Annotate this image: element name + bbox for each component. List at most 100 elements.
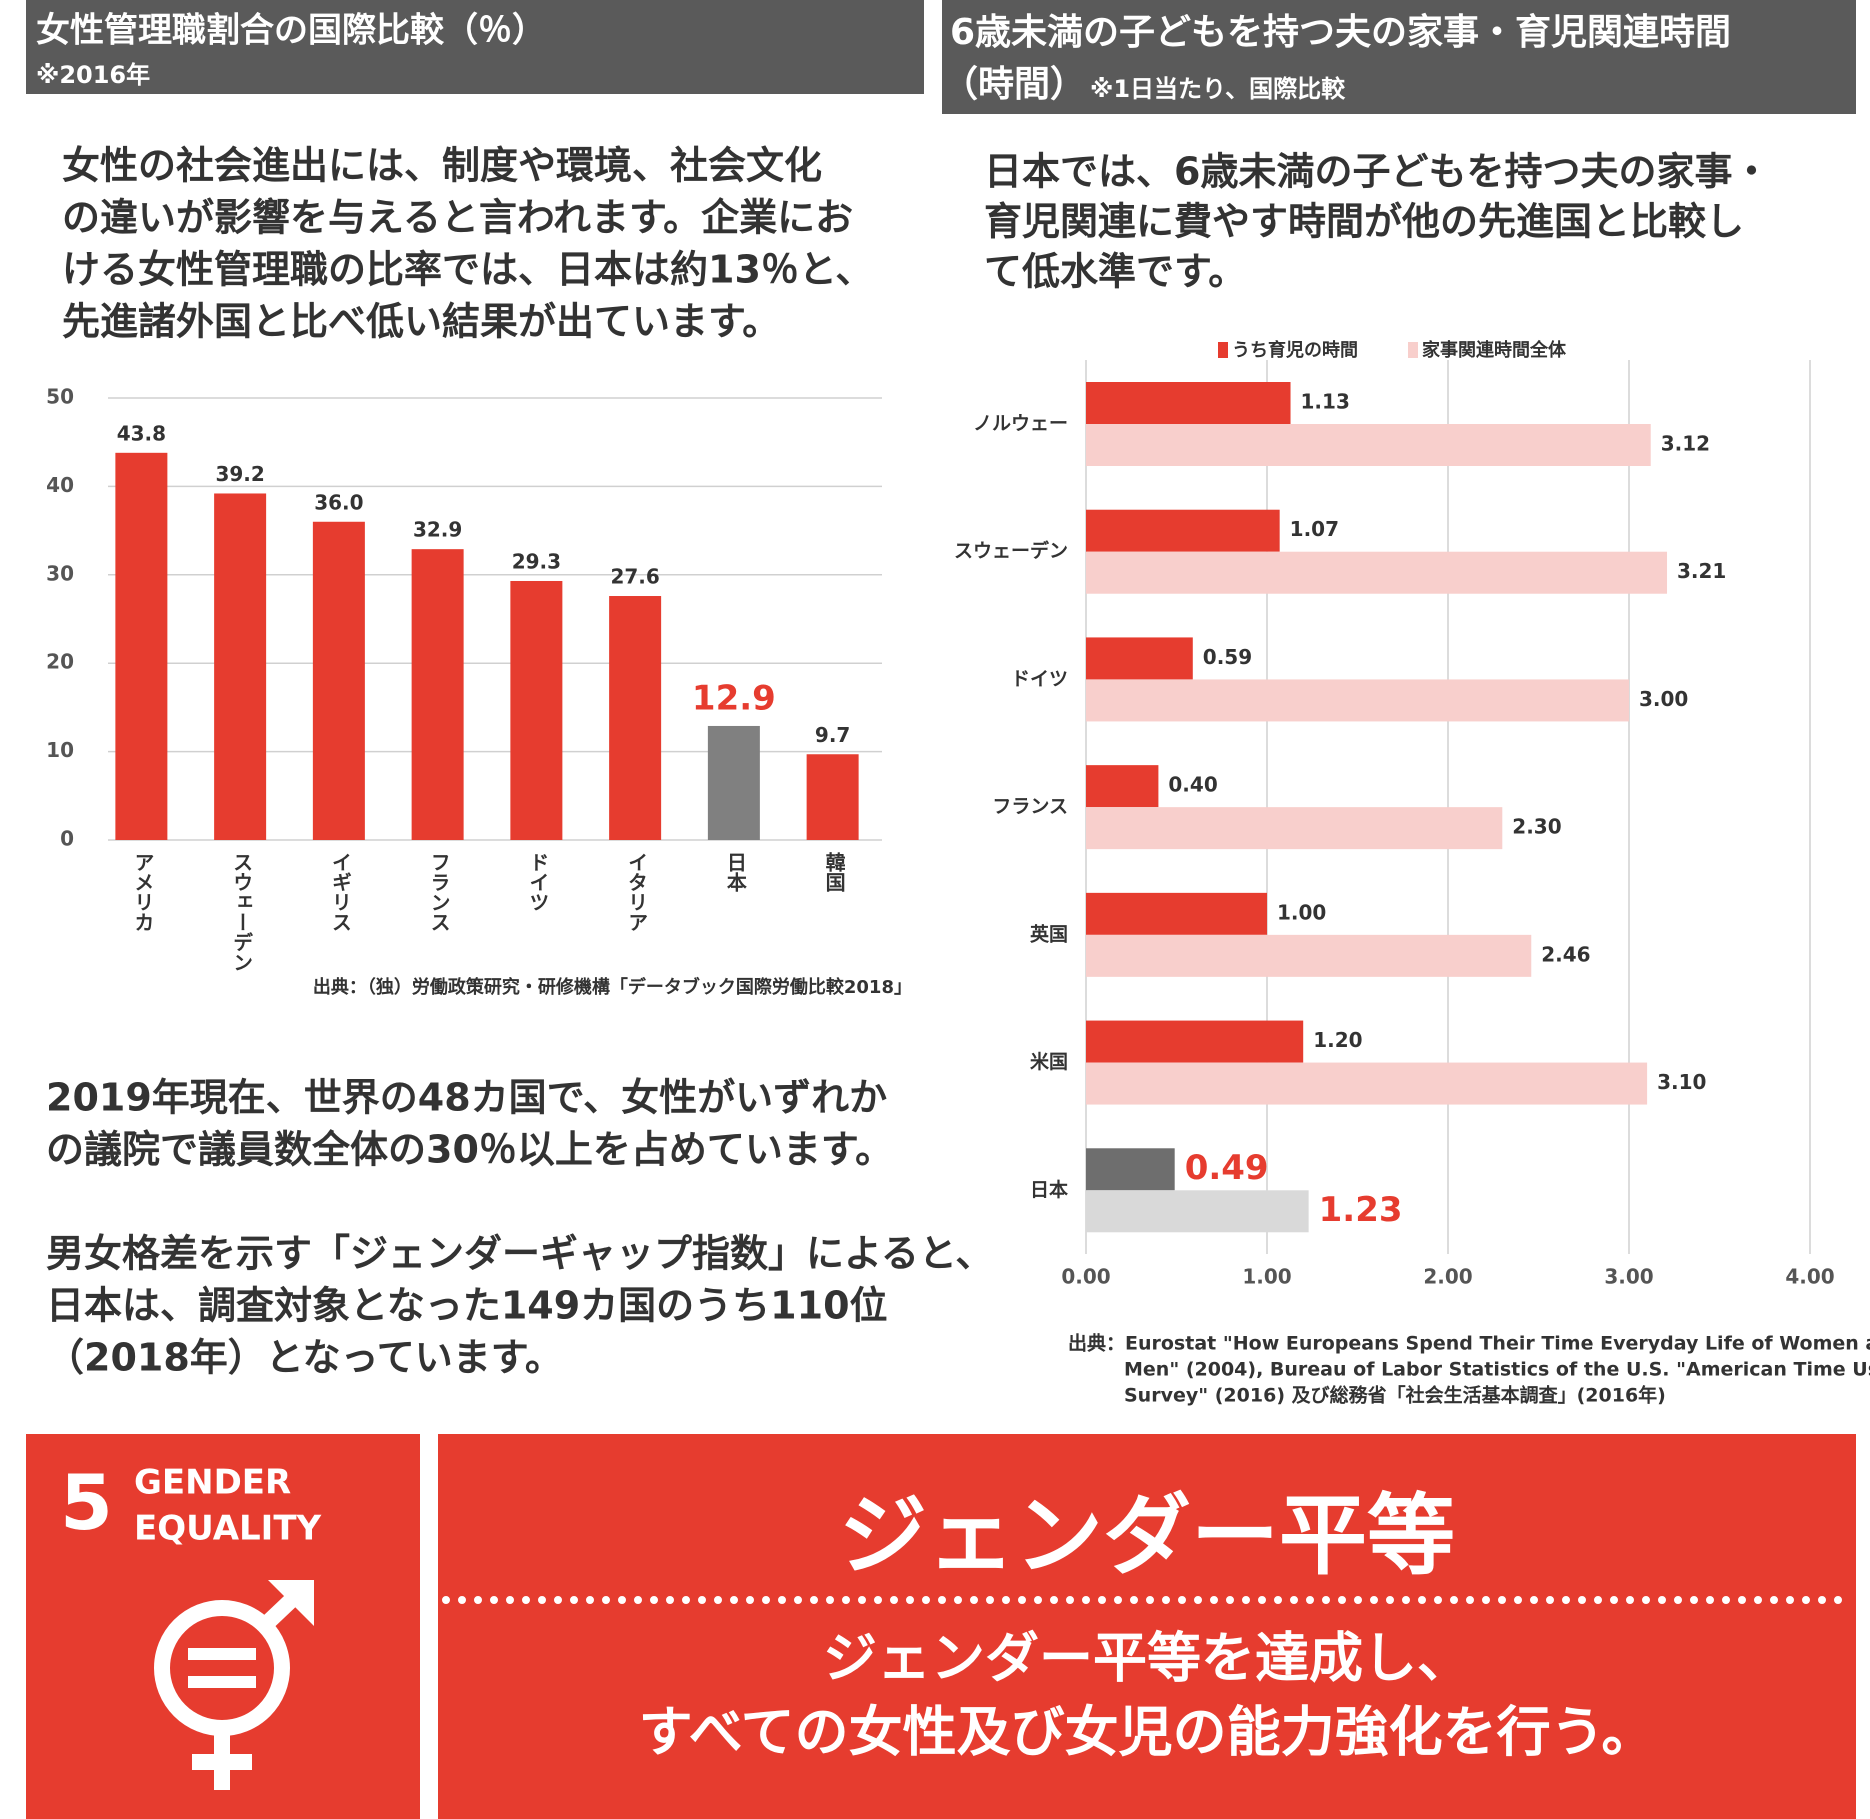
footer-description: すべての女性及び女児の能力強化を行う。 xyxy=(639,1701,1656,1764)
value-label: 1.07 xyxy=(1290,517,1339,541)
x-tick-label: スウェーデン xyxy=(230,852,254,972)
x-tick-label: イタリア xyxy=(625,852,649,932)
value-label: 12.9 xyxy=(692,678,776,718)
value-label: 2.30 xyxy=(1512,815,1561,839)
bar xyxy=(1086,1148,1175,1191)
right-title: 6歳未満の子どもを持つ夫の家事・育児関連時間 xyxy=(950,12,1731,53)
goal-name: GENDER xyxy=(134,1463,291,1503)
right-unit: （時間） xyxy=(942,64,1086,105)
y-tick-label: 40 xyxy=(46,473,74,497)
value-label: 39.2 xyxy=(215,462,264,486)
paragraph: ける女性管理職の比率では、日本は約13％と、 xyxy=(62,248,873,292)
bar xyxy=(1086,509,1280,552)
value-label: 3.12 xyxy=(1661,432,1710,456)
paragraph: の議院で議員数全体の30％以上を占めています。 xyxy=(46,1128,893,1172)
bar xyxy=(411,549,464,840)
right-subtitle: ※1日当たり、国際比較 xyxy=(1090,75,1346,103)
x-tick-label: 0.00 xyxy=(1061,1265,1110,1289)
x-tick-label: ドイツ xyxy=(526,852,550,912)
paragraph: 男女格差を示す「ジェンダーギャップ指数」によると、 xyxy=(46,1232,993,1276)
footer-description: ジェンダー平等を達成し、 xyxy=(823,1627,1471,1690)
source: Men" (2004), Bureau of Labor Statistics … xyxy=(1124,1359,1870,1381)
source: 出典：（独）労働政策研究・研修機構「データブック国際労働比較2018」 xyxy=(313,976,912,998)
bar xyxy=(1086,807,1503,850)
x-tick-label: 日本 xyxy=(723,852,747,892)
left-subtitle: ※2016年 xyxy=(36,61,150,89)
bar xyxy=(1086,637,1193,680)
y-tick-label: スウェーデン xyxy=(954,539,1068,562)
left-header xyxy=(26,0,924,94)
bar xyxy=(1086,1062,1648,1105)
left-title: 女性管理職割合の国際比較（％） xyxy=(36,11,546,51)
legend-label: うち育児の時間 xyxy=(1232,339,1358,361)
y-tick-label: 20 xyxy=(46,650,74,674)
bar xyxy=(806,754,859,840)
arrow-head xyxy=(268,1580,314,1626)
equals xyxy=(188,1676,256,1688)
y-tick-label: 米国 xyxy=(1030,1050,1068,1073)
paragraph: の違いが影響を与えると言われます。企業にお xyxy=(62,196,853,240)
footer-panel xyxy=(438,1434,1856,1819)
x-tick-label: 4.00 xyxy=(1785,1265,1834,1289)
paragraph: 先進諸外国と比べ低い結果が出ています。 xyxy=(62,300,780,344)
y-tick-label: 日本 xyxy=(1030,1178,1068,1201)
value-label: 43.8 xyxy=(117,421,166,445)
bar xyxy=(1086,892,1267,935)
equals xyxy=(188,1648,256,1660)
goal-name: EQUALITY xyxy=(134,1509,322,1549)
bar xyxy=(312,521,365,840)
x-tick-label: 韓国 xyxy=(822,851,846,892)
gender-symbol xyxy=(154,1584,308,1790)
bar xyxy=(1086,382,1291,424)
paragraph: て低水準です。 xyxy=(984,250,1246,294)
source: 出典：Eurostat "How Europeans Spend Their T… xyxy=(1068,1332,1870,1355)
bar xyxy=(609,596,662,840)
bar xyxy=(1086,424,1651,466)
value-label: 0.49 xyxy=(1185,1148,1269,1188)
x-tick-label: 2.00 xyxy=(1423,1265,1472,1289)
source: Survey" (2016) 及び総務省「社会生活基本調査」(2016年) xyxy=(1124,1384,1666,1407)
value-label: 9.7 xyxy=(815,723,850,747)
y-tick-label: 30 xyxy=(46,561,74,585)
bar xyxy=(1086,934,1532,977)
bar xyxy=(1086,1190,1309,1233)
value-label: 2.46 xyxy=(1541,942,1590,966)
y-tick-label: フランス xyxy=(992,796,1068,818)
x-tick-label: 1.00 xyxy=(1242,1265,1291,1289)
bar xyxy=(1086,1020,1304,1063)
paragraph: 女性の社会進出には、制度や環境、社会文化 xyxy=(62,144,822,188)
legend-swatch xyxy=(1218,342,1228,358)
value-label: 3.21 xyxy=(1677,559,1726,583)
y-tick-label: ドイツ xyxy=(1011,668,1068,690)
paragraph: （2018年）となっています。 xyxy=(46,1336,563,1380)
bar xyxy=(214,493,267,840)
right-header xyxy=(942,0,1856,114)
y-tick-label: 50 xyxy=(46,385,74,409)
bar xyxy=(1086,679,1629,722)
paragraph: 2019年現在、世界の48カ国で、女性がいずれか xyxy=(46,1076,887,1120)
value-label: 29.3 xyxy=(512,549,561,573)
y-tick-label: 0 xyxy=(60,827,74,851)
x-tick-label: イギリス xyxy=(328,852,352,932)
value-label: 3.10 xyxy=(1657,1070,1706,1094)
paragraph: 日本では、6歳未満の子どもを持つ夫の家事・ xyxy=(984,150,1770,194)
bar xyxy=(510,580,563,840)
x-tick-label: フランス xyxy=(427,852,451,932)
value-label: 32.9 xyxy=(413,518,462,542)
value-label: 1.23 xyxy=(1319,1190,1403,1230)
value-label: 1.00 xyxy=(1277,900,1326,924)
paragraph: 育児関連に費やす時間が他の先進国と比較し xyxy=(984,200,1744,244)
bar xyxy=(707,725,760,840)
value-label: 1.13 xyxy=(1301,390,1350,414)
y-tick-label: ノルウェー xyxy=(973,413,1068,435)
value-label: 3.00 xyxy=(1639,687,1688,711)
bar xyxy=(115,452,168,840)
goal-number: 5 xyxy=(60,1458,113,1547)
legend-label: 家事関連時間全体 xyxy=(1422,339,1567,361)
value-label: 27.6 xyxy=(610,565,659,589)
paragraph: 日本は、調査対象となった149カ国のうち110位 xyxy=(46,1284,888,1328)
y-tick-label: 英国 xyxy=(1030,922,1068,945)
bar xyxy=(1086,551,1668,594)
bar xyxy=(1086,765,1159,808)
